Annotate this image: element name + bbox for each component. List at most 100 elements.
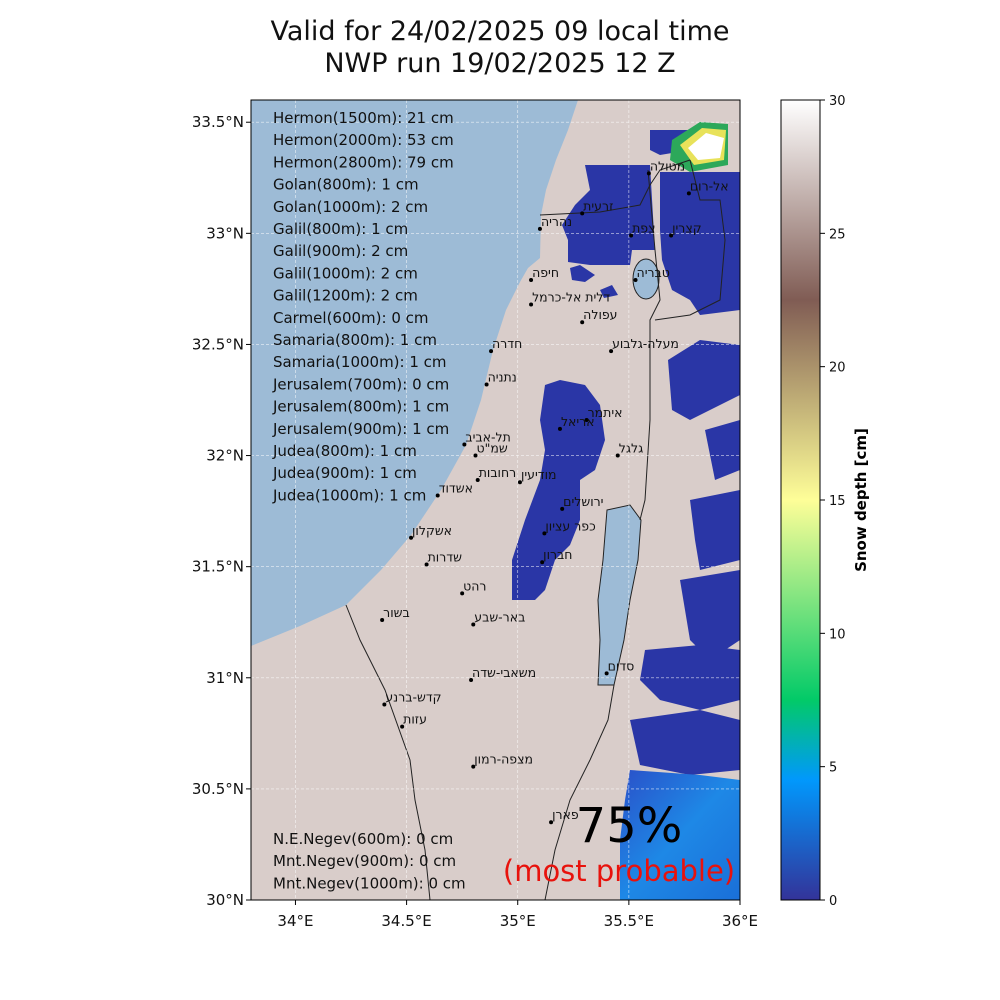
borders bbox=[345, 159, 726, 900]
snow-stat-line: Samaria(1000m): 1 cm bbox=[273, 353, 447, 371]
snow-stat-line: Mnt.Negev(900m): 0 cm bbox=[273, 852, 456, 870]
colorbar-ticks: 0 5 10 15 20 25 30 bbox=[820, 94, 846, 909]
city-dot bbox=[409, 535, 414, 540]
city-label: משאבי-שדה bbox=[472, 665, 536, 680]
city: מצפה-רמון bbox=[471, 752, 533, 769]
city-dot bbox=[633, 278, 638, 282]
city-label: בשור bbox=[383, 605, 410, 620]
snow-stat-line: Golan(1000m): 2 cm bbox=[273, 198, 428, 216]
city-label: ירושלים bbox=[563, 494, 603, 509]
city-dot bbox=[484, 382, 489, 387]
snow-stat-line: Judea(900m): 1 cm bbox=[272, 464, 417, 482]
city-dot bbox=[435, 493, 440, 498]
city-dot bbox=[471, 764, 476, 769]
city: נהריה bbox=[537, 214, 572, 231]
snow-stat-line: Hermon(1500m): 21 cm bbox=[273, 109, 454, 127]
city: אריאל bbox=[557, 414, 595, 431]
snow-stat-line: Galil(1200m): 2 cm bbox=[273, 287, 418, 305]
city-label: קדש-ברנע bbox=[385, 689, 441, 704]
title-nwp-run: NWP run 19/02/2025 12 Z bbox=[324, 48, 676, 79]
city-label: אשקלון bbox=[412, 523, 452, 538]
sea-of-galilee bbox=[632, 258, 660, 300]
city: סדום bbox=[604, 658, 634, 676]
colorbar-tick-label: 5 bbox=[829, 761, 837, 776]
lat-tick-label: 30.5°N bbox=[192, 780, 244, 798]
city-dot bbox=[380, 618, 385, 622]
lat-tick-label: 32°N bbox=[206, 447, 244, 465]
city-label: איתמר bbox=[588, 405, 623, 420]
lat-tick-label: 31.5°N bbox=[192, 558, 244, 576]
city-dot bbox=[557, 426, 562, 431]
city: משאבי-שדה bbox=[469, 665, 536, 682]
north-snow-stats: Hermon(1500m): 21 cm Hermon(2000m): 53 cm… bbox=[272, 109, 454, 504]
city-dot bbox=[615, 453, 620, 458]
city-dot bbox=[424, 562, 429, 567]
lat-tick-label: 33.5°N bbox=[192, 113, 244, 131]
colorbar-tick-label: 15 bbox=[829, 494, 846, 509]
city-dot bbox=[669, 233, 674, 238]
lat-tick-label: 31°N bbox=[206, 669, 244, 687]
colorbar-tick-label: 0 bbox=[829, 894, 837, 909]
mediterranean-sea bbox=[251, 100, 578, 646]
snow-stat-line: Samaria(800m): 1 cm bbox=[273, 331, 437, 349]
city-label: מטולה bbox=[650, 158, 685, 173]
city: באר-שבע bbox=[471, 609, 525, 627]
city: רחובות bbox=[475, 465, 516, 482]
city: קדש-ברנע bbox=[382, 689, 442, 707]
lon-tick-label: 35.5°E bbox=[604, 912, 654, 930]
city: ירושלים bbox=[560, 494, 603, 511]
south-snow-stats: N.E.Negev(600m): 0 cm Mnt.Negev(900m): 0 … bbox=[273, 830, 466, 892]
snow-stat-line: Jerusalem(900m): 1 cm bbox=[272, 420, 449, 438]
city: נתניה bbox=[484, 369, 517, 387]
city: עזות bbox=[400, 712, 427, 729]
city: זרעית bbox=[580, 198, 613, 216]
colorbar-tick-label: 25 bbox=[829, 227, 846, 242]
city-dot bbox=[475, 478, 480, 482]
city: דלית אל-כרמל bbox=[529, 289, 610, 307]
city-dot bbox=[460, 591, 465, 596]
city-label: חדרה bbox=[492, 336, 522, 351]
city: חדרה bbox=[489, 336, 522, 354]
city-label: נהריה bbox=[541, 214, 572, 229]
city-label: צפת bbox=[632, 221, 655, 236]
latitude-ticks: 30°N 30.5°N 31°N 31.5°N 32°N 32.5°N 33°N 33.5°N bbox=[192, 113, 251, 909]
snow-cover-southeast bbox=[620, 770, 740, 900]
city-label: חברון bbox=[543, 547, 572, 562]
snow-stat-line: Mnt.Negev(1000m): 0 cm bbox=[273, 874, 466, 892]
city: אשקלון bbox=[409, 523, 452, 540]
snow-stat-line: Golan(800m): 1 cm bbox=[273, 176, 419, 194]
city-dot bbox=[542, 531, 547, 536]
city-label: רחובות bbox=[479, 465, 516, 480]
city: אשדוד bbox=[435, 481, 473, 498]
city-label: שמ"ט bbox=[476, 441, 507, 456]
city: שדרות bbox=[424, 549, 462, 567]
snow-stat-line: Galil(1000m): 2 cm bbox=[273, 264, 418, 282]
city-label: דלית אל-כרמל bbox=[532, 289, 610, 304]
city-label: עזות bbox=[403, 712, 427, 727]
city: שמ"ט bbox=[473, 441, 508, 458]
dead-sea bbox=[597, 504, 642, 686]
title-valid-time: Valid for 24/02/2025 09 local time bbox=[270, 16, 730, 47]
city-dot bbox=[473, 453, 478, 458]
city-dot bbox=[584, 418, 589, 422]
lat-tick-label: 32.5°N bbox=[192, 335, 244, 353]
city-label: מצפה-רמון bbox=[474, 752, 533, 767]
city-dot bbox=[540, 560, 545, 565]
hermon-snow bbox=[670, 122, 728, 172]
gridlines bbox=[251, 100, 740, 900]
city-label: רהט bbox=[463, 578, 486, 593]
lat-tick-label: 33°N bbox=[206, 224, 244, 242]
snow-cover bbox=[512, 130, 740, 775]
lon-tick-label: 35°E bbox=[500, 912, 536, 930]
city-label: אל-רום bbox=[690, 178, 729, 193]
city-dot bbox=[604, 671, 609, 676]
colorbar-label: Snow depth [cm] bbox=[852, 428, 870, 572]
colorbar-tick-label: 30 bbox=[829, 94, 846, 109]
city-label: מעלה-גלבוע bbox=[612, 336, 679, 351]
city-label: כפר עציון bbox=[545, 518, 595, 533]
city: איתמר bbox=[584, 405, 623, 422]
snow-stat-line: Galil(900m): 2 cm bbox=[273, 242, 408, 260]
city: טבריה bbox=[633, 265, 670, 282]
city-dot bbox=[646, 171, 651, 176]
